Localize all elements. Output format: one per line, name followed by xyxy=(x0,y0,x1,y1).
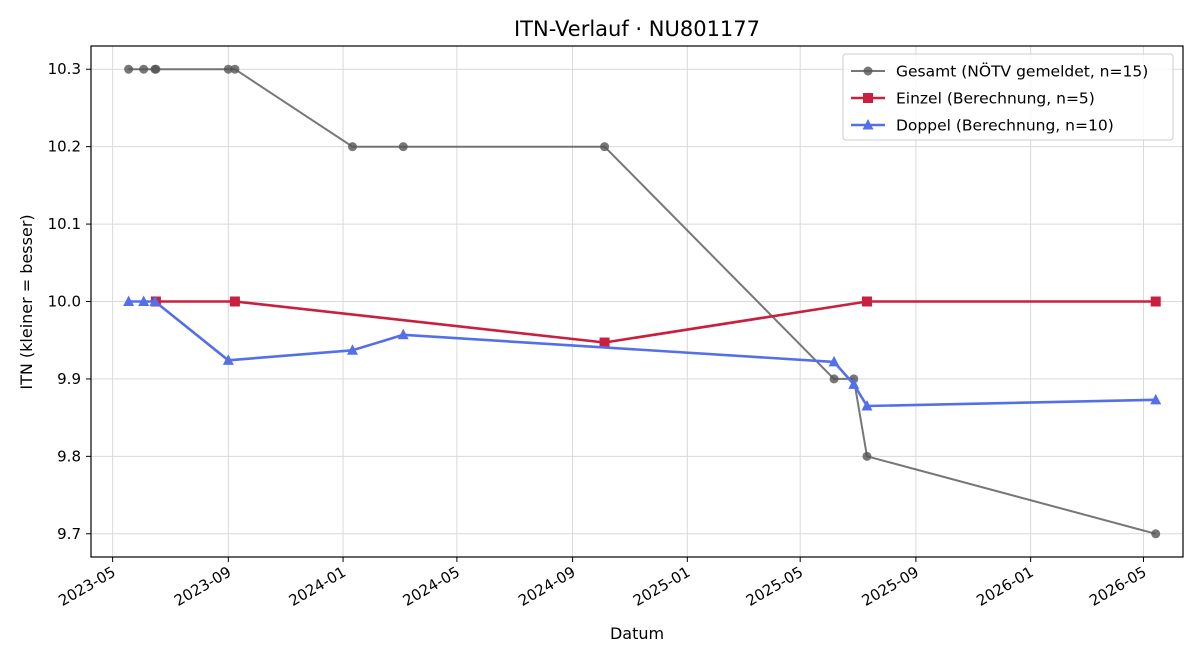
x-axis: 2023-05 2023-09 2024-01 2024-05 2024-09 2025-… xyxy=(55,557,1149,610)
y-tick-label: 10.0 xyxy=(48,293,81,311)
x-tick-label: 2024-05 xyxy=(400,563,463,610)
legend-marker-2 xyxy=(863,93,873,103)
series-layer xyxy=(123,64,1162,539)
data-point xyxy=(149,295,161,306)
data-point xyxy=(828,355,840,367)
x-tick-label: 2026-01 xyxy=(973,563,1036,610)
data-point xyxy=(223,64,233,74)
data-point xyxy=(829,374,839,384)
data-point xyxy=(600,142,610,152)
y-tick-label: 10.3 xyxy=(48,60,81,78)
x-tick-label: 2023-09 xyxy=(171,563,234,610)
data-point xyxy=(861,296,872,307)
series-line xyxy=(128,300,1156,408)
x-tick-label: 2025-05 xyxy=(743,563,806,610)
data-point xyxy=(1151,529,1161,539)
x-tick-label: 2026-05 xyxy=(1086,563,1149,610)
data-point xyxy=(230,64,240,74)
x-tick-label: 2025-09 xyxy=(859,563,922,610)
legend-label-2: Einzel (Berechnung, n=5) xyxy=(896,90,1095,108)
series-3 xyxy=(123,295,1162,411)
y-axis-label: ITN (kleiner = besser) xyxy=(17,214,36,389)
x-tick-label: 2024-09 xyxy=(515,563,578,610)
data-point xyxy=(222,354,234,365)
y-tick-label: 9.9 xyxy=(57,370,81,388)
legend-label-3: Doppel (Berechnung, n=10) xyxy=(896,117,1114,135)
data-point xyxy=(347,142,357,152)
series-line xyxy=(155,300,1156,344)
legend-label-1: Gesamt (NÖTV gemeldet, n=15) xyxy=(896,62,1148,81)
data-point xyxy=(138,295,150,306)
data-point xyxy=(398,142,408,152)
y-tick-label: 10.1 xyxy=(48,215,81,233)
data-point xyxy=(1150,296,1161,307)
data-point xyxy=(151,64,161,74)
data-point xyxy=(599,337,610,348)
data-point xyxy=(123,295,135,306)
legend-marker-1 xyxy=(863,66,873,76)
x-tick-label: 2023-05 xyxy=(55,563,118,610)
data-point xyxy=(124,64,134,74)
x-tick-label: 2024-01 xyxy=(286,563,349,610)
data-point xyxy=(861,400,873,411)
legend-box xyxy=(842,53,1174,141)
y-axis: 9.7 9.8 9.9 10.0 10.1 10.2 10.3 xyxy=(48,60,91,543)
data-point xyxy=(862,451,872,461)
y-tick-label: 10.2 xyxy=(48,138,81,156)
data-point xyxy=(229,296,240,307)
chart-title: ITN-Verlauf · NU801177 xyxy=(514,17,760,41)
data-point xyxy=(1150,393,1162,405)
legend: Gesamt (NÖTV gemeldet, n=15) Einzel (Bere… xyxy=(842,53,1174,141)
data-point xyxy=(346,344,358,355)
data-point xyxy=(139,64,149,74)
data-point xyxy=(848,378,860,389)
series-2 xyxy=(150,296,1161,348)
y-tick-label: 9.7 xyxy=(57,525,81,543)
y-tick-label: 9.8 xyxy=(57,447,81,465)
data-point xyxy=(397,328,409,340)
legend-marker-3 xyxy=(862,119,874,130)
x-axis-label: Datum xyxy=(610,624,664,643)
x-tick-label: 2025-01 xyxy=(630,563,693,610)
